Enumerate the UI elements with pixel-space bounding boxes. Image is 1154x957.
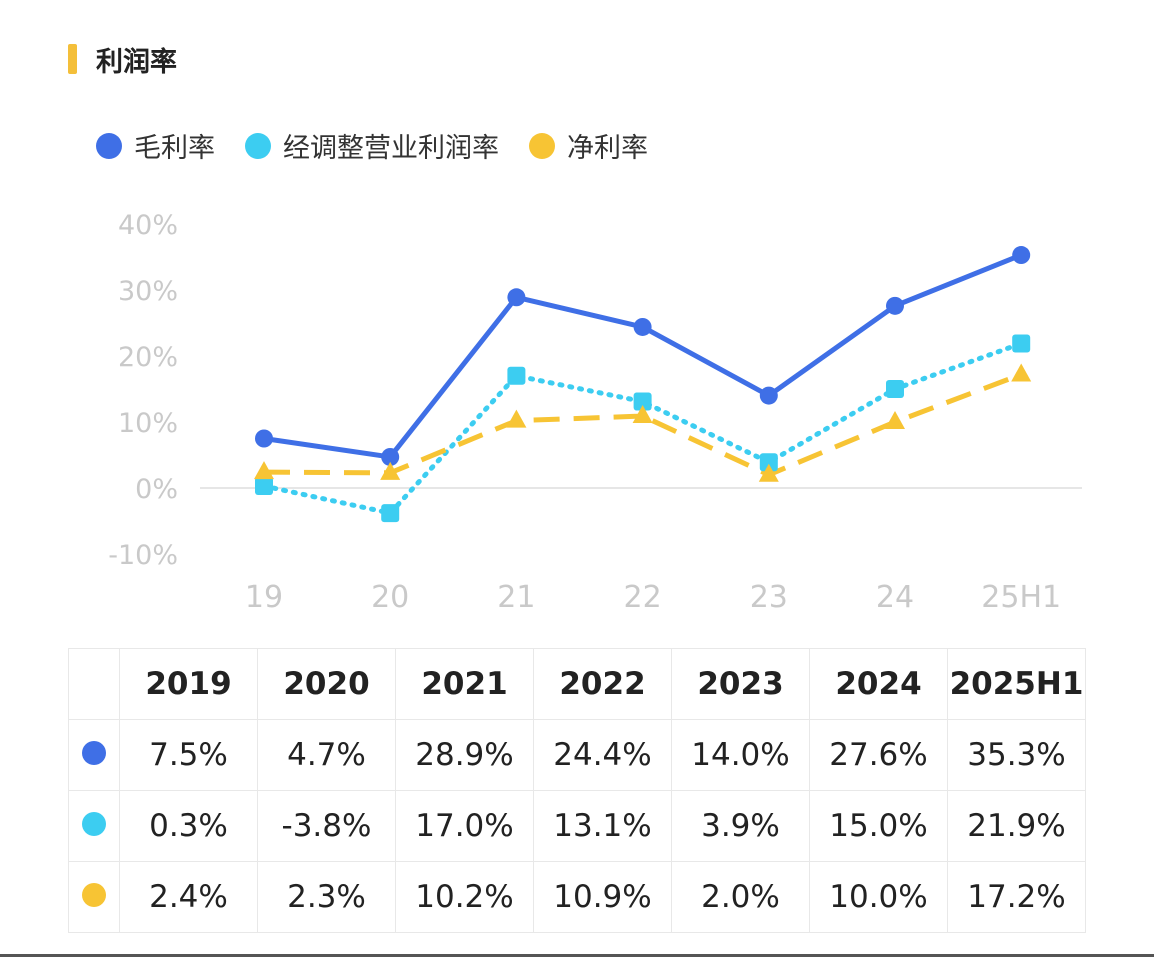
table-cell: 27.6% bbox=[809, 719, 948, 791]
data-point-adjusted-operating-margin bbox=[507, 366, 526, 385]
x-tick-label: 20 bbox=[371, 580, 409, 615]
legend-item-gross-margin: 毛利率 bbox=[96, 126, 215, 165]
y-tick-label: 0% bbox=[135, 474, 178, 505]
table-cell: 14.0% bbox=[671, 719, 810, 791]
data-point-gross-margin bbox=[381, 447, 400, 466]
x-tick-label: 24 bbox=[876, 580, 914, 615]
y-tick-label: -10% bbox=[108, 540, 178, 571]
y-tick-label: 30% bbox=[118, 276, 178, 307]
data-point-net-margin bbox=[380, 461, 401, 480]
table-row-marker-cell bbox=[68, 861, 120, 933]
table-cell: 21.9% bbox=[947, 790, 1086, 862]
data-point-gross-margin bbox=[633, 317, 652, 336]
legend-label-adjusted-operating-margin: 经调整营业利润率 bbox=[283, 133, 499, 164]
table-row: 0.3% -3.8% 17.0% 13.1% 3.9% 15.0% 21.9% bbox=[68, 790, 1086, 862]
table-header-cell: 2025H1 bbox=[947, 648, 1086, 720]
data-point-net-margin bbox=[885, 411, 905, 429]
table-header-cell: 2023 bbox=[671, 648, 810, 720]
table-cell: 13.1% bbox=[533, 790, 672, 862]
data-point-gross-margin bbox=[759, 386, 778, 405]
table-cell: 4.7% bbox=[257, 719, 396, 791]
data-point-net-margin bbox=[632, 405, 653, 424]
y-tick-label: 10% bbox=[118, 408, 178, 439]
x-tick-label: 19 bbox=[245, 580, 283, 615]
data-point-gross-margin bbox=[507, 288, 526, 307]
y-tick-label: 40% bbox=[118, 210, 178, 241]
table-row-marker-cell bbox=[68, 790, 120, 862]
table-cell: 24.4% bbox=[533, 719, 672, 791]
data-point-gross-margin bbox=[886, 296, 904, 315]
table-cell: 2.4% bbox=[119, 861, 258, 933]
table-header-row: 2019 2020 2021 2022 2023 2024 2025H1 bbox=[68, 648, 1086, 720]
table-cell: 10.2% bbox=[395, 861, 534, 933]
legend: 毛利率 经调整营业利润率 净利率 bbox=[96, 126, 678, 165]
title-accent-bar bbox=[68, 44, 77, 74]
x-tick-label: 22 bbox=[624, 580, 662, 615]
legend-item-adjusted-operating-margin: 经调整营业利润率 bbox=[245, 126, 499, 165]
table-cell: 2.0% bbox=[671, 861, 810, 933]
x-tick-label: 23 bbox=[750, 580, 788, 615]
data-point-adjusted-operating-margin bbox=[381, 504, 400, 523]
table-cell: 7.5% bbox=[119, 719, 258, 791]
data-point-net-margin bbox=[506, 409, 527, 428]
data-point-adjusted-operating-margin bbox=[255, 477, 273, 496]
legend-item-net-margin: 净利率 bbox=[529, 126, 648, 165]
legend-marker-adjusted-operating-margin bbox=[245, 132, 271, 159]
table-row: 2.4% 2.3% 10.2% 10.9% 2.0% 10.0% 17.2% bbox=[68, 861, 1086, 933]
table-cell: 35.3% bbox=[947, 719, 1086, 791]
data-point-net-margin bbox=[254, 461, 274, 480]
table-cell: 15.0% bbox=[809, 790, 948, 862]
table-header-cell: 2022 bbox=[533, 648, 672, 720]
table-cell: 2.3% bbox=[257, 861, 396, 933]
y-tick-label: 20% bbox=[118, 342, 178, 373]
line-chart: 40% 30% 20% 10% 0% -10% 19 20 21 22 23 24 25H1 bbox=[108, 210, 1082, 615]
table-cell: 3.9% bbox=[671, 790, 810, 862]
legend-label-gross-margin: 毛利率 bbox=[134, 133, 215, 164]
table-row-marker-cell bbox=[68, 719, 120, 791]
legend-marker-net-margin bbox=[529, 132, 555, 159]
table-cell: -3.8% bbox=[257, 790, 396, 862]
table-cell: 28.9% bbox=[395, 719, 534, 791]
data-point-gross-margin bbox=[255, 429, 273, 448]
data-table: 2019 2020 2021 2022 2023 2024 2025H1 7.5… bbox=[68, 648, 1086, 933]
table-cell: 10.9% bbox=[533, 861, 672, 933]
x-tick-label: 21 bbox=[497, 580, 535, 615]
x-tick-label: 25H1 bbox=[981, 580, 1061, 615]
data-point-net-margin bbox=[1011, 363, 1032, 382]
data-point-gross-margin bbox=[1012, 246, 1031, 265]
row-marker-gross-margin bbox=[82, 741, 106, 765]
table-cell: 10.0% bbox=[809, 861, 948, 933]
table-cell: 17.0% bbox=[395, 790, 534, 862]
table-corner-cell bbox=[68, 648, 120, 720]
chart-title: 利润率 bbox=[96, 47, 177, 78]
legend-marker-gross-margin bbox=[96, 132, 122, 159]
row-marker-adjusted-operating-margin bbox=[82, 812, 106, 836]
data-point-net-margin bbox=[758, 463, 779, 482]
series-line-net-margin bbox=[263, 372, 1023, 478]
table-header-cell: 2019 bbox=[119, 648, 258, 720]
table-cell: 17.2% bbox=[947, 861, 1086, 933]
bottom-divider bbox=[0, 954, 1154, 957]
data-point-adjusted-operating-margin bbox=[759, 453, 778, 472]
series-line-gross-margin bbox=[263, 252, 1023, 460]
table-header-cell: 2020 bbox=[257, 648, 396, 720]
data-point-adjusted-operating-margin bbox=[886, 380, 904, 398]
table-cell: 0.3% bbox=[119, 790, 258, 862]
data-point-adjusted-operating-margin bbox=[633, 392, 652, 411]
table-row: 7.5% 4.7% 28.9% 24.4% 14.0% 27.6% 35.3% bbox=[68, 719, 1086, 791]
legend-label-net-margin: 净利率 bbox=[567, 133, 648, 164]
table-header-cell: 2024 bbox=[809, 648, 948, 720]
row-marker-net-margin bbox=[82, 883, 106, 907]
table-header-cell: 2021 bbox=[395, 648, 534, 720]
data-point-adjusted-operating-margin bbox=[1012, 334, 1031, 353]
